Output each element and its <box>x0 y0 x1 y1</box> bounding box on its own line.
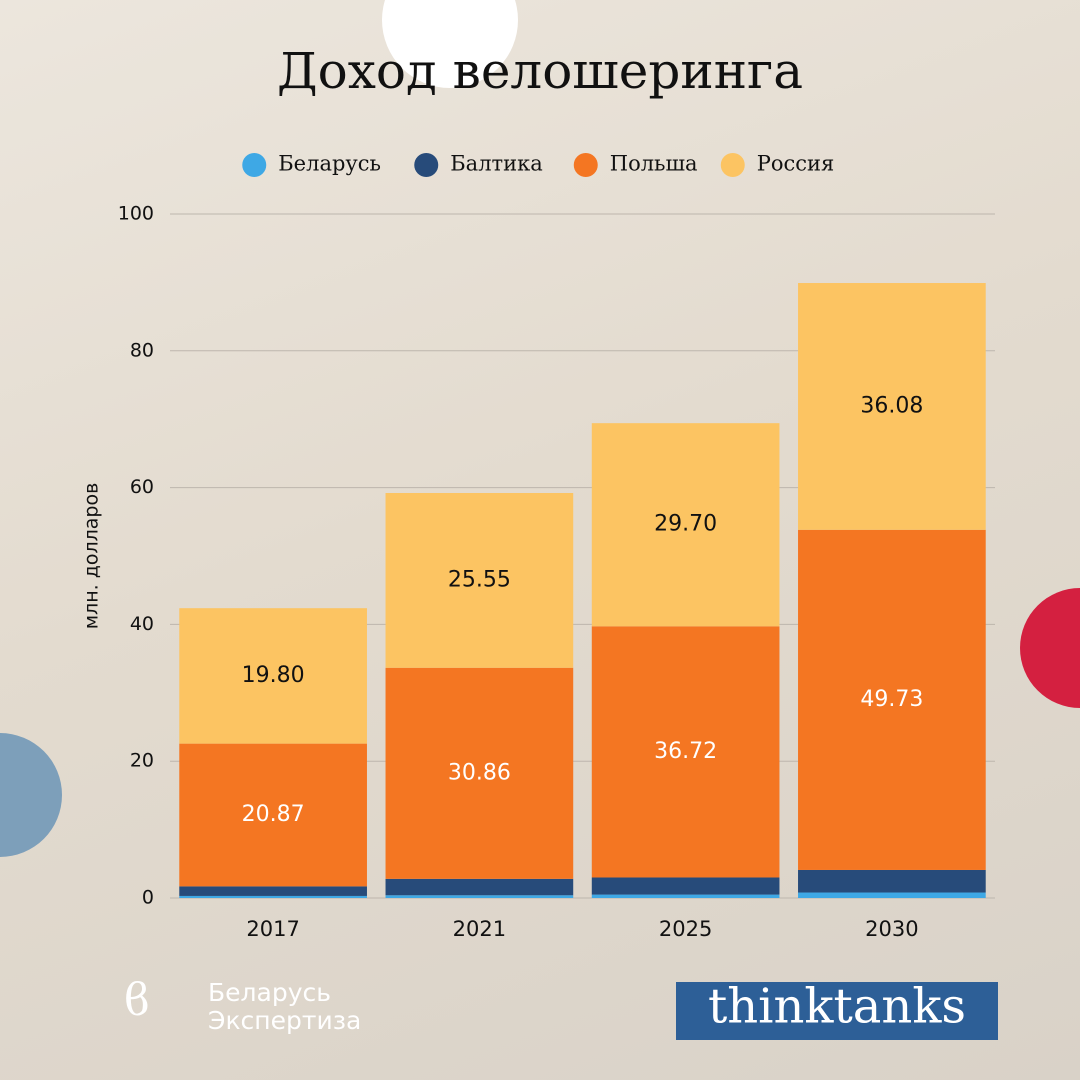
x-tick-label: 2030 <box>865 917 918 941</box>
value-label: 49.73 <box>860 687 923 712</box>
decor-circle <box>382 0 518 88</box>
x-tick-label: 2021 <box>453 917 506 941</box>
value-label: 36.72 <box>654 739 717 764</box>
y-tick-label: 60 <box>130 476 154 498</box>
chart-title: Доход велошеринга <box>277 42 803 100</box>
brand-name: thinktanks <box>708 979 966 1035</box>
value-label: 19.80 <box>242 663 305 688</box>
bar-segment <box>385 667 574 879</box>
y-tick-label: 0 <box>142 887 154 909</box>
bar-segment <box>179 608 367 744</box>
footer: ϐ Беларусь Экспертиза thinktanks <box>124 975 998 1040</box>
bar-segment <box>591 894 780 898</box>
bar-segment <box>798 892 986 898</box>
legend-marker <box>573 153 598 177</box>
legend-label: Беларусь <box>278 152 381 176</box>
legend-label: Россия <box>757 152 835 176</box>
org-name: Экспертиза <box>208 1006 361 1035</box>
y-tick-label: 100 <box>118 203 154 225</box>
brand-box <box>676 982 998 1040</box>
y-tick-label: 80 <box>130 339 154 361</box>
value-label: 25.55 <box>448 567 511 592</box>
legend-marker <box>242 153 267 177</box>
y-tick-label: 20 <box>130 750 154 772</box>
bar-segment <box>591 877 780 895</box>
bar-segment <box>798 869 986 893</box>
bar-segment <box>179 886 367 896</box>
bar-segment <box>591 423 780 627</box>
value-label: 36.08 <box>860 393 923 418</box>
logo-mark: ϐ <box>124 975 150 1026</box>
value-label: 20.87 <box>242 802 305 827</box>
y-tick-label: 40 <box>130 613 154 635</box>
legend-label: Польша <box>610 152 698 176</box>
value-label: 29.70 <box>654 512 717 537</box>
bar-segment <box>385 878 574 896</box>
legend-marker <box>720 153 745 177</box>
bar-segment <box>179 895 367 898</box>
legend-label: Балтика <box>450 152 543 176</box>
bar-segment <box>591 626 780 878</box>
legend-marker <box>414 153 439 177</box>
y-axis-label: млн. долларов <box>81 483 103 630</box>
bar-segment <box>179 743 367 887</box>
decor-circle <box>1020 588 1080 708</box>
org-name: Беларусь <box>208 978 331 1007</box>
value-label: 30.86 <box>448 760 511 785</box>
bar-segment <box>385 895 574 898</box>
x-tick-label: 2025 <box>659 917 712 941</box>
x-tick-label: 2017 <box>246 917 299 941</box>
bar-segment <box>798 283 986 530</box>
decor-circle <box>0 733 62 857</box>
bar-segment <box>798 529 986 870</box>
bar-segment <box>385 493 574 668</box>
